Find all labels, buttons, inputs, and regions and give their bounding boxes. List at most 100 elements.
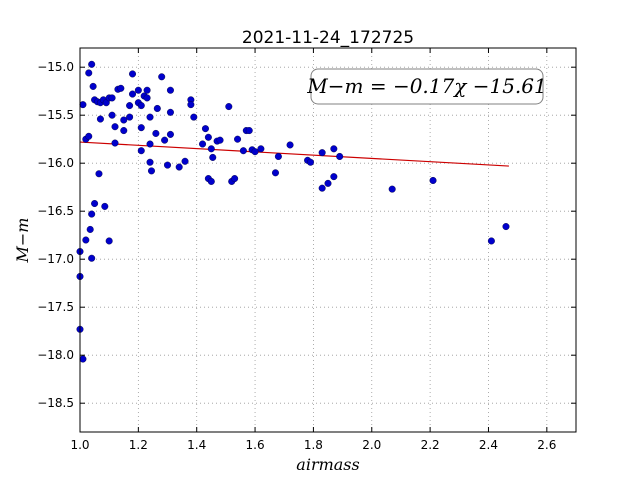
data-point (175, 163, 183, 171)
data-point (257, 145, 265, 153)
data-point (101, 202, 109, 210)
data-point (137, 102, 145, 110)
annotation-box-frame (310, 68, 544, 105)
chart-title: 2021-11-24_172725 (242, 28, 414, 48)
data-point (330, 145, 338, 153)
data-point (231, 175, 239, 183)
x-tick-label: 2.0 (362, 438, 381, 452)
data-point (274, 152, 282, 160)
data-point (190, 113, 198, 121)
plot-frame (79, 47, 577, 433)
data-point (108, 94, 116, 102)
data-point (239, 147, 247, 155)
data-point (324, 179, 332, 187)
y-tick-label: −16.5 (37, 204, 74, 218)
data-point (271, 169, 279, 177)
data-point (88, 210, 96, 218)
data-point (95, 170, 103, 178)
data-point (146, 140, 154, 148)
data-point (318, 184, 326, 192)
data-point (105, 237, 113, 245)
data-point (111, 123, 119, 131)
data-point (96, 115, 104, 123)
data-point (166, 86, 174, 94)
data-point (318, 149, 326, 157)
data-point (251, 148, 259, 156)
data-point (166, 108, 174, 116)
data-point (79, 355, 87, 363)
data-point (209, 153, 217, 161)
data-point (88, 60, 96, 68)
data-point (487, 237, 495, 245)
data-point (120, 116, 128, 124)
data-point (164, 161, 172, 169)
data-point (137, 147, 145, 155)
data-point (286, 141, 294, 149)
data-point (181, 157, 189, 165)
data-point (88, 254, 96, 262)
fit-equation-label: M−m = −0.17χ −15.61 (306, 74, 546, 98)
data-point (143, 94, 151, 102)
y-tick-label: −17.0 (37, 252, 74, 266)
data-point (117, 84, 125, 92)
y-tick-label: −17.5 (37, 300, 74, 314)
y-axis-label: M−m (13, 218, 32, 264)
data-point (245, 127, 253, 135)
data-point (82, 236, 90, 244)
data-point (207, 145, 215, 153)
data-point (86, 225, 94, 233)
data-point (429, 176, 437, 184)
data-point (85, 132, 93, 140)
x-tick-labels: 1.0 1.2 1.4 1.6 1.8 2.0 2.2 2.4 2.6 (70, 438, 556, 452)
data-point (137, 124, 145, 132)
fit-equation-box: M−m = −0.17χ −15.61 (306, 68, 547, 105)
x-tick-label: 2.6 (537, 438, 556, 452)
x-tick-label: 1.4 (187, 438, 206, 452)
data-point (330, 173, 338, 181)
data-points (76, 60, 510, 363)
grid-lines (79, 48, 576, 432)
x-tick-label: 2.2 (421, 438, 440, 452)
data-point (108, 111, 116, 119)
data-point (146, 113, 154, 121)
plot-background (80, 48, 576, 432)
data-point (216, 136, 224, 144)
data-point (207, 177, 215, 185)
data-point (388, 185, 396, 193)
data-point (91, 200, 99, 208)
y-tick-label: −16.0 (37, 156, 74, 170)
data-point (134, 86, 142, 94)
data-point (336, 152, 344, 160)
data-point (234, 135, 242, 143)
y-tick-label: −18.5 (37, 396, 74, 410)
data-point (204, 133, 212, 141)
x-axis-label: airmass (296, 455, 359, 474)
y-tick-labels: −15.0 −15.5 −16.0 −16.5 −17.0 −17.5 −18.0 −18.5 (37, 60, 74, 410)
data-point (166, 130, 174, 138)
data-point (126, 113, 134, 121)
data-point (225, 103, 233, 111)
data-point (129, 90, 137, 98)
data-point (89, 82, 97, 90)
x-tick-label: 1.8 (304, 438, 323, 452)
data-point (199, 140, 207, 148)
data-point (111, 139, 119, 147)
data-point (85, 69, 93, 77)
data-point (79, 101, 87, 109)
data-point (201, 125, 209, 133)
y-tick-label: −15.0 (37, 60, 74, 74)
x-tick-label: 1.2 (129, 438, 148, 452)
x-tick-label: 1.0 (70, 438, 89, 452)
data-point (306, 158, 314, 166)
data-point (161, 136, 169, 144)
data-point (152, 129, 160, 137)
data-point (187, 101, 195, 109)
y-tick-label: −15.5 (37, 108, 74, 122)
y-tick-label: −18.0 (37, 348, 74, 362)
axis-ticks (79, 48, 576, 432)
data-point (129, 70, 137, 78)
data-point (146, 158, 154, 166)
data-point (126, 102, 134, 110)
data-point (143, 86, 151, 94)
